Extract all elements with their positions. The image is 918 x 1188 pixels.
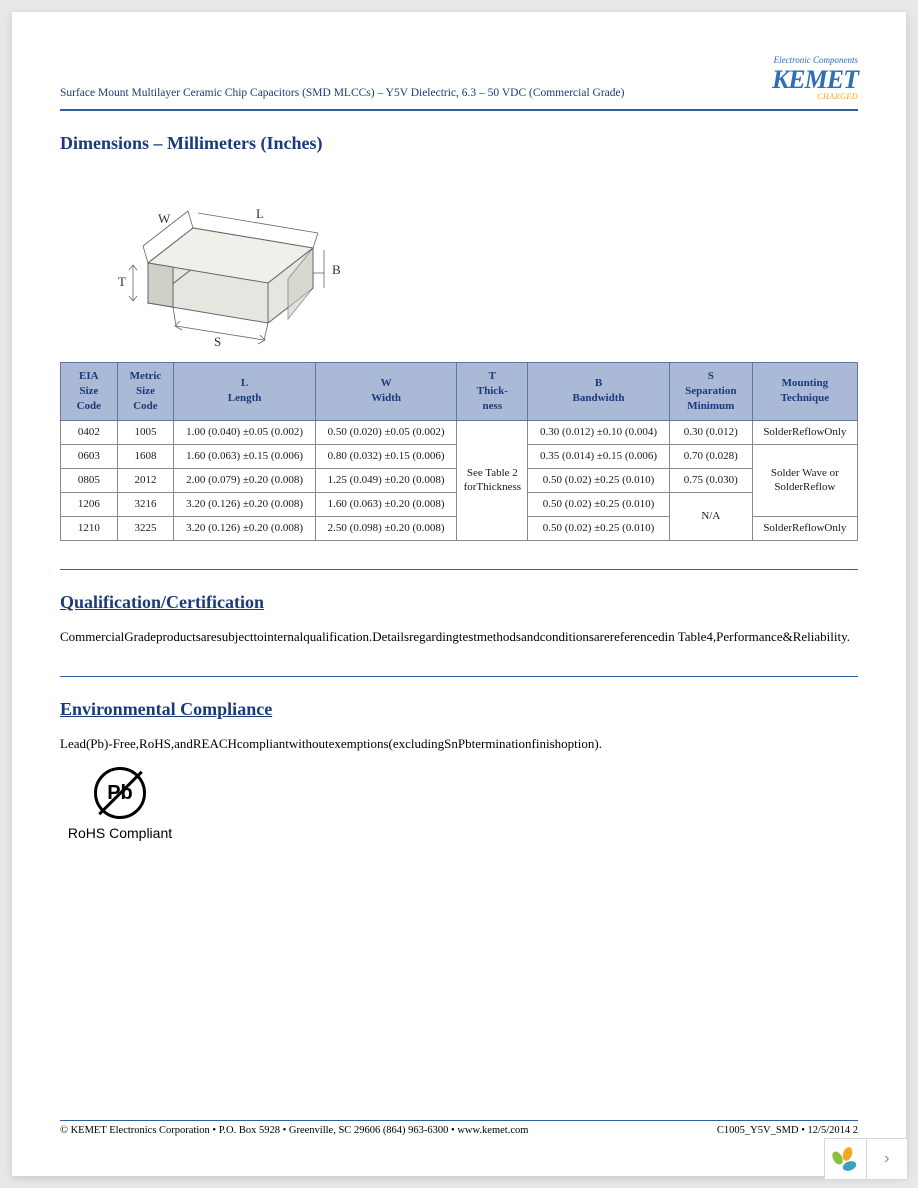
page-footer: © KEMET Electronics Corporation • P.O. B… bbox=[60, 1120, 858, 1136]
datasheet-page: Surface Mount Multilayer Ceramic Chip Ca… bbox=[12, 12, 906, 1176]
viewer-logo-icon[interactable] bbox=[825, 1139, 866, 1179]
logo-wordmark: KEMET bbox=[772, 67, 858, 93]
dimensions-table: EIA Size Code Metric Size Code L Length … bbox=[60, 362, 858, 541]
kemet-logo: Electronic Components KEMET CHARGED bbox=[772, 56, 858, 101]
dim-label-l: L bbox=[256, 206, 264, 221]
next-page-button[interactable]: › bbox=[866, 1139, 907, 1179]
thickness-merged: See Table 2 forThickness bbox=[457, 420, 528, 541]
col-width: W Width bbox=[315, 363, 457, 421]
footer-right: C1005_Y5V_SMD • 12/5/2014 2 bbox=[717, 1125, 858, 1136]
section-heading-qualification: Qualification/Certification bbox=[60, 592, 858, 613]
sep-na-merged: N/A bbox=[669, 493, 752, 541]
footer-rule bbox=[60, 1120, 858, 1121]
col-length: L Length bbox=[174, 363, 316, 421]
viewer-nav-widget: › bbox=[824, 1138, 908, 1180]
environmental-text: Lead(Pb)-Free,RoHS,andREACHcompliantwith… bbox=[60, 734, 858, 755]
chevron-right-icon: › bbox=[884, 1150, 889, 1168]
section-heading-environmental: Environmental Compliance bbox=[60, 699, 858, 720]
dimension-diagram: W L T B S bbox=[88, 168, 348, 348]
section-rule bbox=[60, 676, 858, 677]
dim-label-s: S bbox=[214, 334, 221, 348]
col-eia: EIA Size Code bbox=[61, 363, 118, 421]
dim-label-t: T bbox=[118, 274, 126, 289]
header-rule bbox=[60, 109, 858, 111]
table-row: 0402 1005 1.00 (0.040) ±0.05 (0.002) 0.5… bbox=[61, 420, 858, 444]
logo-tagline-bottom: CHARGED bbox=[772, 93, 858, 101]
col-bandwidth: B Bandwidth bbox=[528, 363, 670, 421]
dim-label-b: B bbox=[332, 262, 341, 277]
rohs-badge: Pb RoHS Compliant bbox=[60, 767, 180, 841]
pb-free-icon: Pb bbox=[94, 767, 146, 819]
header-title: Surface Mount Multilayer Ceramic Chip Ca… bbox=[60, 87, 624, 101]
rohs-label: RoHS Compliant bbox=[68, 825, 172, 841]
footer-left: © KEMET Electronics Corporation • P.O. B… bbox=[60, 1125, 528, 1136]
section-rule bbox=[60, 569, 858, 570]
logo-tagline-top: Electronic Components bbox=[772, 56, 858, 65]
col-thickness: T Thick- ness bbox=[457, 363, 528, 421]
mount-wave-merged: Solder Wave or SolderReflow bbox=[752, 444, 857, 517]
col-metric: Metric Size Code bbox=[117, 363, 174, 421]
col-mounting: Mounting Technique bbox=[752, 363, 857, 421]
qualification-text: CommercialGradeproductsaresubjecttointer… bbox=[60, 627, 858, 648]
section-heading-dimensions: Dimensions – Millimeters (Inches) bbox=[60, 133, 858, 154]
col-separation: S Separation Minimum bbox=[669, 363, 752, 421]
page-header: Surface Mount Multilayer Ceramic Chip Ca… bbox=[60, 56, 858, 101]
dim-label-w: W bbox=[158, 211, 171, 226]
